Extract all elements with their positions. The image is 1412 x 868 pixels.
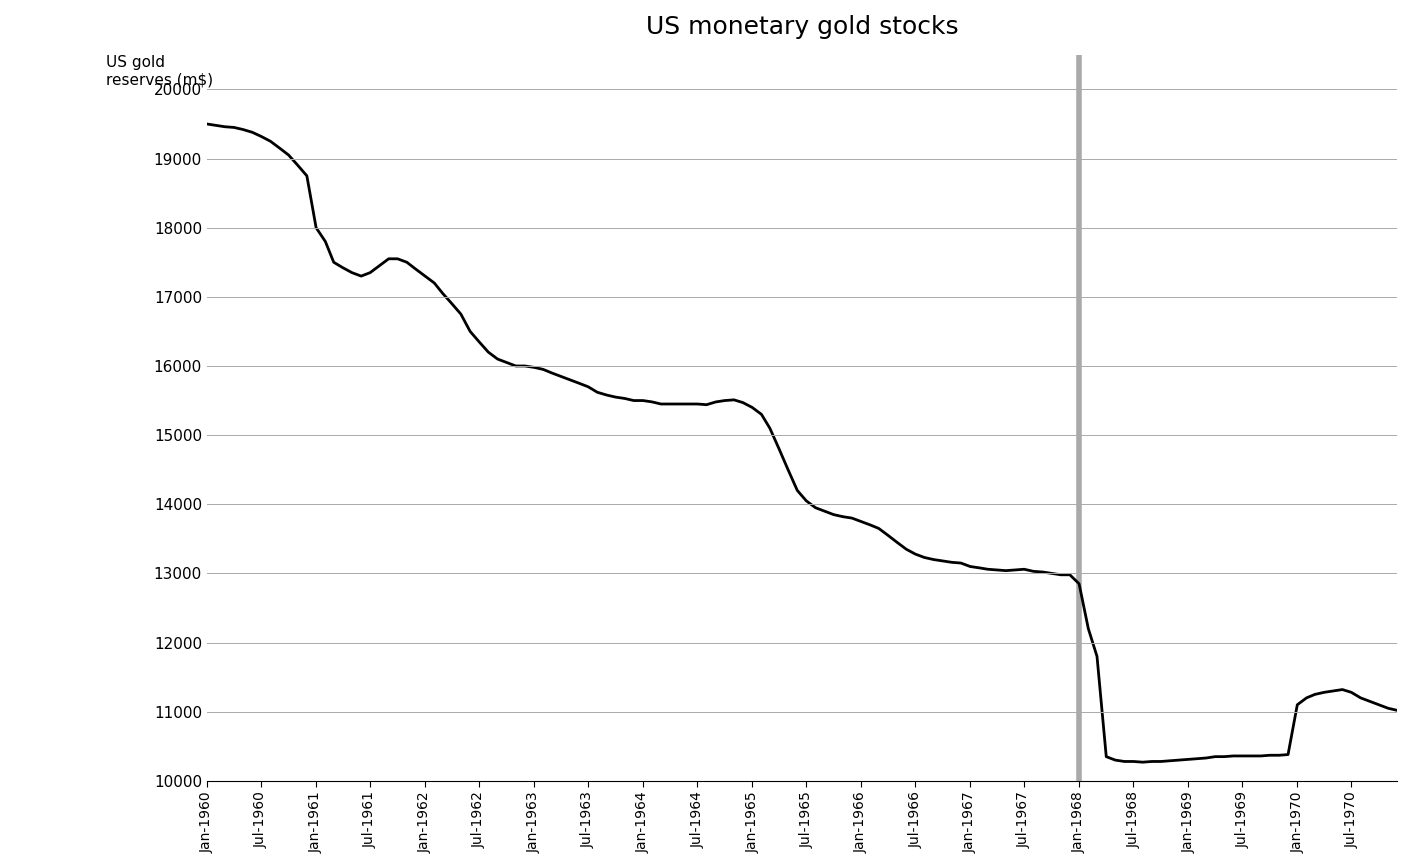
Text: US gold
reserves (m$): US gold reserves (m$)	[106, 55, 213, 87]
Title: US monetary gold stocks: US monetary gold stocks	[645, 15, 959, 39]
